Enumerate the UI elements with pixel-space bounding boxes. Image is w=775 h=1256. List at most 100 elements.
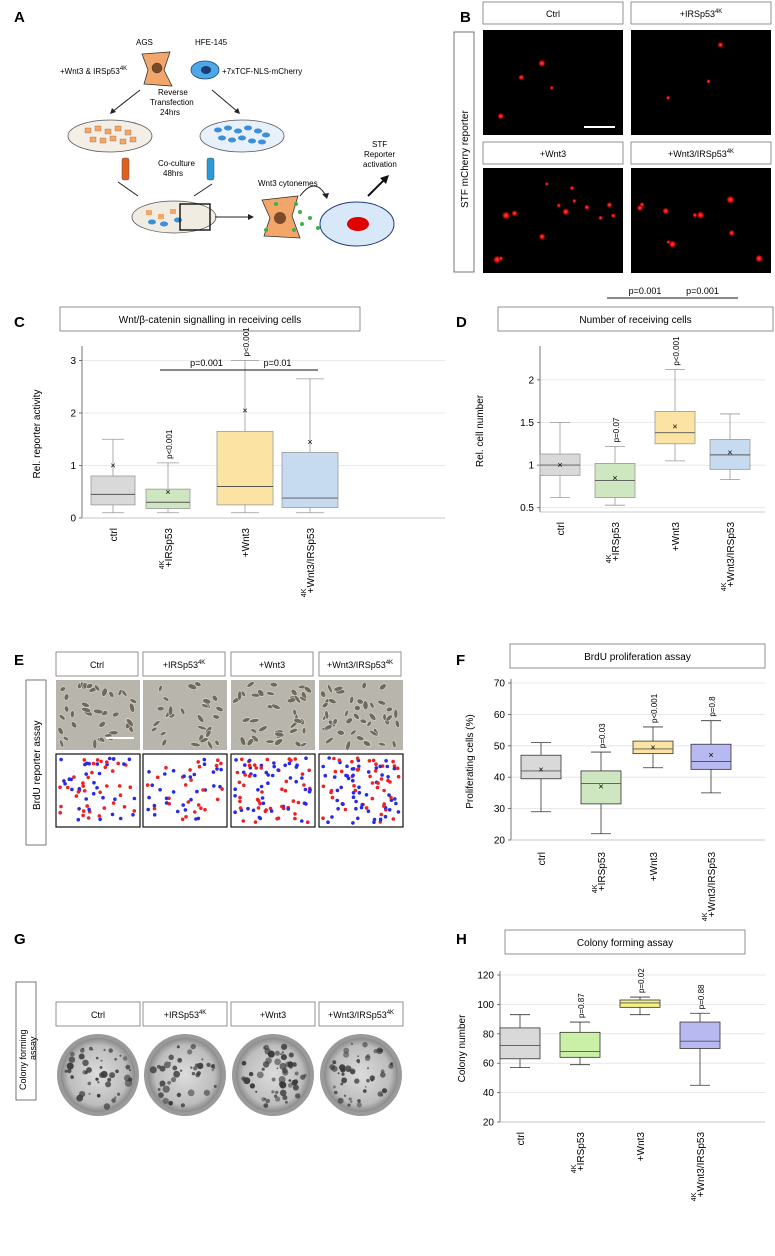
brdu-dot	[180, 817, 185, 822]
cell-shape	[320, 690, 327, 698]
cell-shape	[350, 729, 357, 736]
column-header: +Wnt3	[260, 1010, 286, 1020]
colony	[364, 1055, 371, 1061]
brdu-dot	[258, 801, 262, 806]
brdu-dot	[84, 772, 88, 776]
column-header: +Wnt3/IRSp534K	[328, 1010, 394, 1020]
p-value-label: p=0.87	[577, 993, 586, 1018]
cell-shape	[207, 740, 213, 750]
colony	[294, 1071, 299, 1076]
chart-title: Wnt/β-catenin signalling in receiving ce…	[119, 315, 302, 326]
brdu-dot	[280, 804, 284, 809]
brdu-dot	[354, 806, 358, 811]
box-iqr	[632, 740, 674, 755]
brdu-dot	[58, 785, 62, 790]
cell-shape	[70, 721, 78, 729]
colony	[261, 1097, 266, 1102]
brdu-dot	[386, 778, 390, 783]
panel-e: BrdU reporter assay Ctrl +IRSp534K +Wnt3 +W…	[25, 651, 404, 846]
cell-shape	[324, 710, 330, 720]
mcherry-nucleus	[598, 215, 604, 221]
colony	[340, 1082, 344, 1086]
colony	[350, 1100, 353, 1104]
mean-marker: ×	[165, 487, 170, 497]
colony	[350, 1042, 353, 1045]
brdu-dot	[386, 775, 390, 779]
brdu-dot	[164, 796, 169, 801]
y-tick-label: 40	[494, 773, 506, 784]
colony	[388, 1063, 394, 1069]
mean-marker: ×	[708, 750, 713, 760]
y-tick-label: 20	[494, 836, 506, 847]
colony	[105, 1081, 112, 1088]
cell-shape	[379, 683, 387, 691]
panel-letter-d: D	[456, 314, 467, 331]
cell-shape	[212, 714, 220, 720]
cell-shape	[93, 708, 104, 715]
colony	[107, 1077, 112, 1082]
stf-label: STF	[372, 140, 387, 149]
y-axis-label: Colony number	[457, 1014, 468, 1082]
p-value-label: p<0.001	[242, 327, 251, 357]
brdu-dot	[58, 810, 62, 815]
colony	[274, 1050, 280, 1056]
brdu-dot	[370, 796, 375, 801]
colony	[344, 1065, 352, 1072]
brdu-dot	[132, 809, 137, 813]
brdu-dot	[354, 799, 358, 804]
p-value-label: p=0.88	[697, 984, 706, 1009]
cytonemes-label: Wnt3 cytonemes	[258, 179, 318, 188]
colony	[190, 1043, 196, 1050]
brdu-dot	[202, 762, 207, 766]
cell-shape	[129, 702, 135, 713]
column-header: +Wnt3/IRSp534K	[327, 660, 393, 670]
brdu-dot	[374, 762, 378, 766]
brdu-dot	[379, 812, 384, 817]
colony	[280, 1054, 287, 1061]
box-iqr	[619, 999, 661, 1008]
chart-panel-f: BrdU proliferation assay 20 30 40 50 60 70 Prol…	[465, 643, 766, 921]
brdu-dot	[360, 803, 365, 807]
category-label: +Wnt3	[241, 528, 252, 558]
colony	[201, 1058, 204, 1061]
colony	[64, 1069, 68, 1073]
brdu-dot	[240, 757, 244, 762]
mean-marker: ×	[307, 437, 312, 447]
brdu-dot	[340, 802, 345, 806]
mcherry-nucleus	[583, 204, 590, 211]
colony	[160, 1085, 162, 1088]
brdu-dot	[253, 773, 257, 778]
brdu-dot	[116, 761, 120, 766]
coculture-time-label: 48hrs	[163, 169, 183, 178]
brdu-dot	[391, 759, 395, 764]
brdu-dot	[194, 817, 198, 821]
cell-shape	[362, 700, 369, 711]
brdu-dot	[364, 793, 369, 797]
colony	[82, 1059, 89, 1067]
brdu-dot	[95, 762, 100, 766]
colony	[378, 1048, 382, 1053]
cell-shape	[241, 717, 251, 723]
colony	[149, 1066, 157, 1074]
brdu-dot	[107, 756, 112, 761]
panel-letter-c: C	[14, 314, 25, 331]
brdu-dot	[243, 773, 247, 777]
brdu-dot	[212, 784, 216, 788]
brdu-dot	[95, 758, 100, 762]
brdu-dot	[284, 779, 289, 784]
colony	[249, 1083, 255, 1089]
cell-shape	[180, 707, 186, 716]
colony	[159, 1065, 166, 1072]
brdu-dot	[351, 773, 355, 778]
colony	[340, 1067, 346, 1073]
brdu-dot	[81, 781, 85, 785]
cell-shape	[353, 712, 360, 720]
brdu-dot	[171, 790, 176, 794]
colony	[97, 1081, 100, 1084]
colony	[177, 1057, 183, 1063]
brdu-dot	[155, 775, 160, 780]
brdu-dot	[171, 768, 176, 773]
micrograph-irsp	[631, 30, 771, 135]
brdu-dot	[87, 807, 91, 812]
brdu-dot	[99, 759, 103, 764]
